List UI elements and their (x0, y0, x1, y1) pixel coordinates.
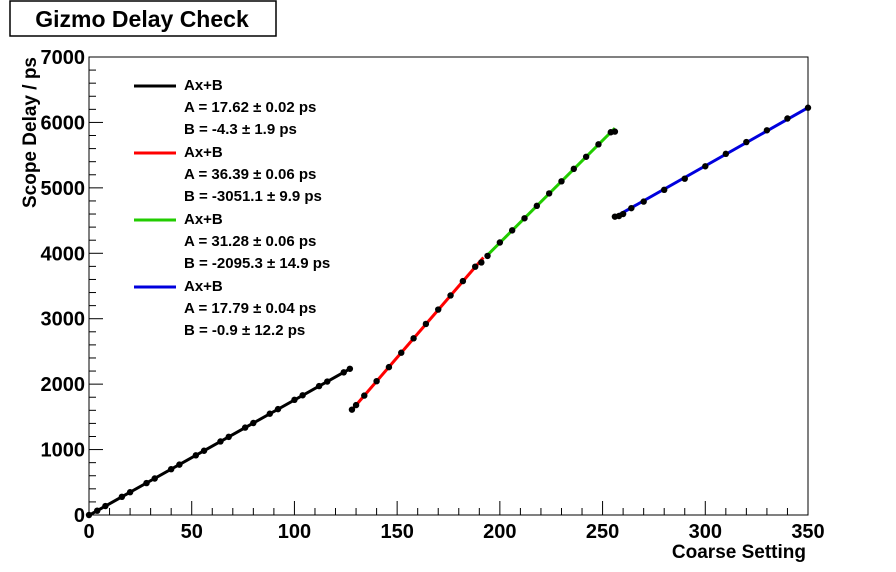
data-point-series-3 (496, 239, 504, 246)
x-axis-ticks: 0 50 100 150 200 250 300 350 (83, 501, 825, 543)
data-point-series-2 (398, 349, 405, 356)
y-tick-label: 0 (74, 505, 85, 527)
data-point-series-2 (385, 363, 393, 371)
data-point-series-1 (340, 369, 347, 376)
x-tick-label: 300 (689, 521, 722, 543)
data-point-series-2 (478, 259, 485, 266)
y-tick-label: 2000 (41, 374, 86, 396)
data-point-series-2 (472, 263, 479, 270)
data-point-series-1 (176, 461, 183, 468)
x-tick-label: 200 (483, 521, 516, 543)
data-point-series-1 (167, 466, 175, 473)
data-point-series-1 (274, 405, 282, 413)
title-frame (9, 0, 277, 37)
x-tick-label: 350 (791, 521, 824, 543)
data-point-series-2 (352, 401, 360, 409)
x-tick-label: 250 (586, 521, 619, 543)
data-point-series-4 (661, 186, 668, 194)
data-point-series-2 (459, 277, 467, 285)
y-tick-label: 7000 (41, 47, 86, 69)
data-point-series-1 (143, 479, 150, 487)
data-point-series-1 (151, 475, 158, 482)
data-point-series-4 (784, 115, 791, 122)
data-point-series-4 (763, 127, 771, 134)
x-tick-label: 100 (278, 521, 311, 543)
legend-fit-param: B = -4.3 ± 1.9 ps (184, 121, 297, 138)
data-point-series-4 (804, 104, 812, 111)
x-tick-label: 150 (380, 521, 413, 543)
y-tick-label: 3000 (41, 309, 86, 331)
data-point-series-4 (743, 138, 750, 146)
plot-frame (88, 56, 809, 516)
legend-fit-param: A = 36.39 ± 0.06 ps (184, 166, 316, 183)
data-point-series-1 (225, 433, 232, 441)
data-point-series-2 (361, 392, 368, 399)
data-point-series-3 (570, 165, 578, 173)
data-point-series-3 (595, 141, 602, 148)
y-tick-label: 4000 (41, 243, 86, 265)
y-axis-ticks: 0 1000 2000 3000 4000 5000 6000 7000 (41, 47, 103, 527)
legend-fit-param: B = -2095.3 ± 14.9 ps (184, 255, 330, 272)
data-point-series-1 (94, 507, 101, 514)
legend-fit-param: B = -3051.1 ± 9.9 ps (184, 188, 322, 205)
x-tick-label: 0 (83, 521, 94, 543)
data-point-series-3 (545, 190, 553, 197)
data-point-series-4 (681, 175, 688, 182)
data-point-series-4 (619, 210, 627, 218)
data-point-series-4 (640, 198, 647, 205)
data-point-series-3 (533, 202, 541, 210)
data-point-series-1 (315, 382, 323, 390)
data-point-series-4 (628, 204, 635, 212)
data-point-series-1 (192, 452, 200, 459)
legend-entry-name: Ax+B (184, 144, 223, 161)
data-point-series-2 (447, 292, 454, 299)
data-point-series-1 (200, 447, 208, 454)
data-point-series-1 (291, 396, 298, 404)
legend-fit-param: A = 31.28 ± 0.06 ps (184, 233, 316, 250)
data-point-series-1 (299, 392, 306, 399)
data-point-series-2 (373, 377, 380, 385)
data-points (85, 104, 812, 519)
data-point-series-3 (582, 153, 590, 160)
legend-fit-param: A = 17.62 ± 0.02 ps (184, 99, 316, 116)
y-tick-label: 1000 (41, 440, 86, 462)
data-point-series-3 (521, 215, 528, 222)
data-point-series-4 (702, 163, 709, 170)
data-point-series-1 (346, 365, 354, 372)
y-tick-label: 5000 (41, 178, 86, 200)
data-point-series-2 (435, 306, 442, 313)
data-point-series-3 (484, 252, 491, 260)
data-point-series-1 (241, 424, 249, 431)
data-point-series-1 (118, 493, 126, 501)
x-tick-label: 50 (181, 521, 203, 543)
data-point-series-4 (722, 150, 730, 158)
data-point-series-1 (217, 438, 224, 445)
data-point-series-1 (126, 489, 134, 496)
data-point-series-1 (85, 511, 93, 519)
data-point-series-3 (558, 178, 565, 185)
legend-entry-name: Ax+B (184, 77, 223, 94)
data-point-series-1 (102, 502, 109, 510)
legend-entry-name: Ax+B (184, 278, 223, 295)
data-point-series-2 (410, 335, 417, 342)
legend-fit-param: A = 17.79 ± 0.04 ps (184, 300, 316, 317)
data-point-series-1 (250, 419, 257, 427)
data-point-series-1 (266, 410, 273, 417)
data-point-series-3 (611, 128, 619, 135)
legend-fit-param: B = -0.9 ± 12.2 ps (184, 322, 305, 339)
title-box: Gizmo Delay Check (9, 0, 277, 37)
data-point-series-2 (348, 406, 356, 413)
legend-entry-name: Ax+B (184, 211, 223, 228)
data-point-series-3 (508, 227, 516, 234)
data-point-series-1 (324, 378, 331, 385)
y-axis-label: Scope Delay / ps (20, 57, 41, 208)
data-point-series-2 (422, 320, 430, 328)
legend: Ax+B A = 17.62 ± 0.02 ps B = -4.3 ± 1.9 ps… (134, 77, 330, 339)
chart-title: Gizmo Delay Check (35, 6, 249, 32)
x-axis-label: Coarse Setting (672, 542, 806, 563)
y-tick-label: 6000 (41, 112, 86, 134)
fit-line-4 (614, 106, 809, 219)
